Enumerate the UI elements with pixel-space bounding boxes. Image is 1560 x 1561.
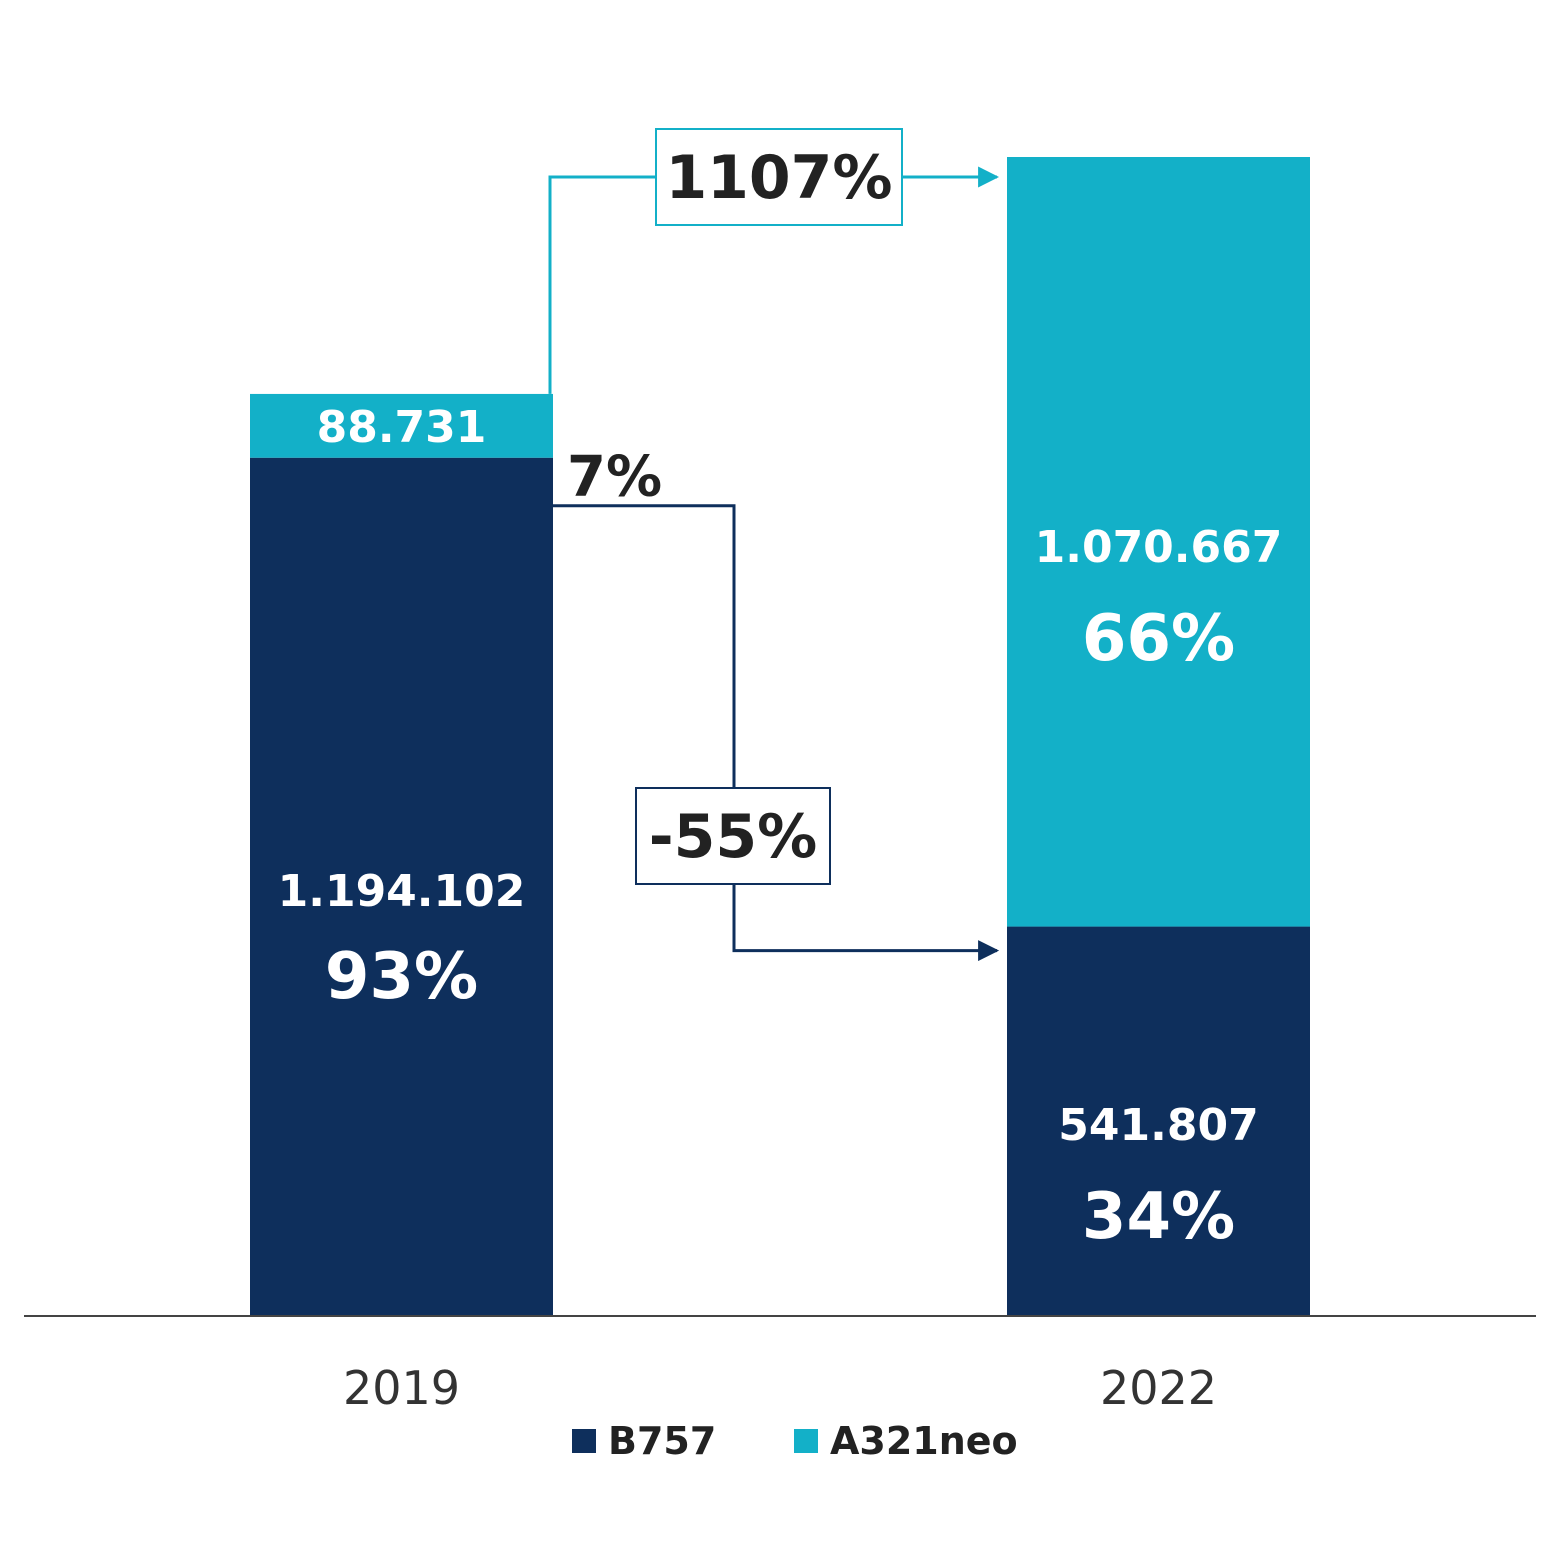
value-label-b757-2022: 541.807 (1058, 1100, 1258, 1151)
legend-swatch-b757 (572, 1429, 596, 1453)
b757-change-box (635, 787, 831, 885)
category-label-2022: 2022 (1100, 1361, 1217, 1415)
b757-change-label: -55% (649, 802, 818, 872)
pct-label-a321neo-2019: 7% (567, 445, 662, 510)
category-labels: 2019 2022 (343, 1361, 1217, 1415)
bars-layer (250, 157, 1310, 1317)
legend: B757 A321neo (572, 1419, 1018, 1463)
legend-swatch-a321neo (794, 1429, 818, 1453)
b757-change-arrow (553, 504, 1000, 962)
category-label-2019: 2019 (343, 1361, 460, 1415)
pct-label-a321neo-2022: 66% (1082, 602, 1235, 676)
bar-b757-2019 (250, 457, 553, 1317)
pct-label-b757-2022: 34% (1082, 1180, 1235, 1254)
bar-a321neo-2022 (1007, 157, 1310, 927)
value-label-b757-2019: 1.194.102 (278, 866, 526, 917)
a321neo-change-label: 1107% (665, 143, 892, 213)
bar-b757-2022 (1007, 926, 1310, 1316)
value-label-a321neo-2022: 1.070.667 (1035, 522, 1283, 573)
change-connectors: 1107% -55% (548, 128, 1000, 962)
a321neo-change-box (655, 128, 903, 226)
bar-a321neo-2019 (250, 393, 553, 458)
legend-label-a321neo: A321neo (830, 1419, 1018, 1463)
bar-labels-layer: 1.194.102 93% 88.731 7% 541.807 34% 1.070.667 6… (278, 402, 1283, 1254)
pct-label-b757-2019: 93% (325, 940, 478, 1014)
legend-label-b757: B757 (608, 1419, 716, 1463)
value-label-a321neo-2019: 88.731 (317, 402, 487, 453)
